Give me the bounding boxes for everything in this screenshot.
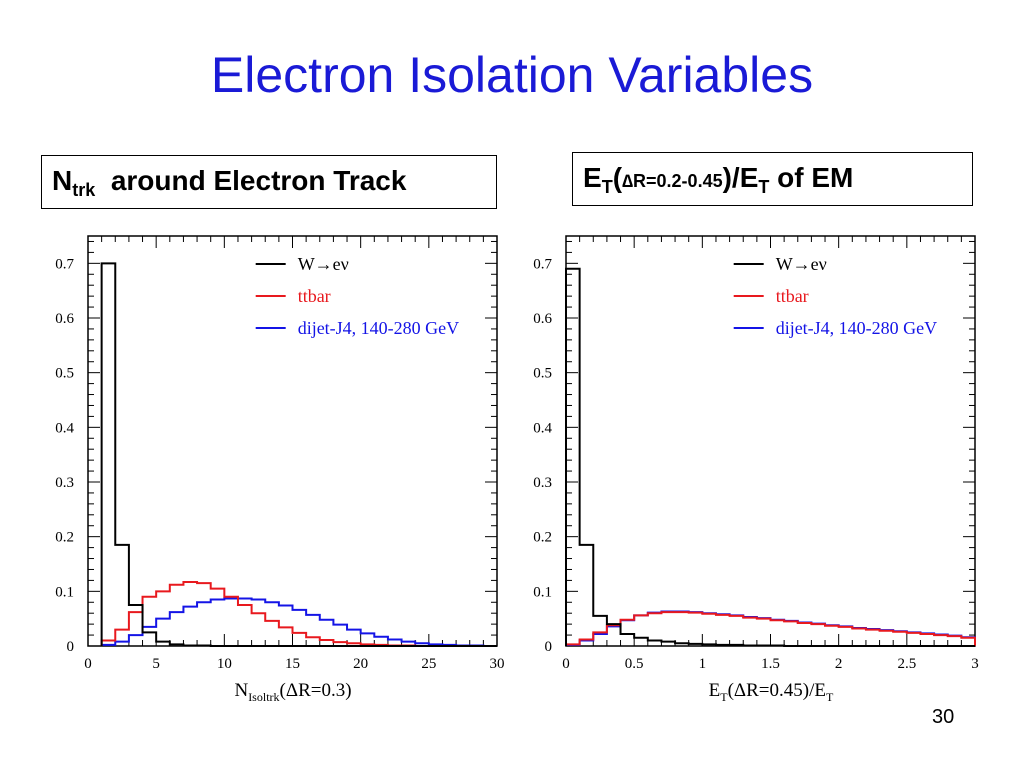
y-tick-label: 0.7: [533, 256, 552, 272]
et-label-2: (: [612, 162, 623, 193]
legend-entry: W→eν: [776, 254, 827, 274]
ntrk-label-rest: around Electron Track: [110, 165, 407, 196]
y-tick-label: 0.2: [55, 530, 74, 546]
series-line: [100, 581, 497, 647]
et-subscript-1: T: [601, 177, 613, 197]
plot-frame: [87, 235, 498, 647]
et-label-4: )/E: [722, 162, 759, 193]
plot-frame: [565, 235, 976, 647]
series-line: [100, 262, 497, 647]
et-label-dr: ∆R=0.2-0.45: [622, 171, 723, 191]
y-tick-label: 0.3: [55, 475, 74, 491]
legend-entry: dijet-J4, 140-280 GeV: [776, 318, 937, 338]
series-line: [565, 611, 976, 646]
x-tick-label: 30: [490, 656, 505, 672]
x-tick-label: 0: [84, 656, 92, 672]
y-tick-label: 0.6: [533, 311, 552, 327]
series-line: [100, 597, 497, 647]
legend-entry: ttbar: [776, 286, 809, 306]
ntrk-subscript: trk: [72, 180, 96, 200]
x-tick-label: 3: [971, 656, 979, 672]
x-tick-label: 0.5: [625, 656, 644, 672]
x-tick-label: 5: [152, 656, 160, 672]
left-plot-label-box: Ntrk around Electron Track: [41, 155, 497, 209]
y-tick-label: 0: [67, 639, 75, 655]
y-tick-label: 0.4: [55, 420, 74, 436]
y-tick-label: 0.1: [533, 584, 552, 600]
y-tick-label: 0.3: [533, 475, 552, 491]
x-tick-label: 25: [421, 656, 436, 672]
x-tick-label: 2.5: [897, 656, 916, 672]
x-tick-label: 0: [562, 656, 570, 672]
page-number: 30: [932, 706, 955, 728]
y-tick-label: 0.5: [533, 366, 552, 382]
x-tick-label: 10: [217, 656, 232, 672]
et-label-1: E: [583, 162, 602, 193]
x-tick-label: 1: [699, 656, 707, 672]
et-ratio-histogram: 0 0.5 1 1.5 2 2.5 3 0 0.1 0.2 0.3 0.4 0.5 0.6 0.7 W→eν t…: [533, 235, 979, 704]
ntrk-label: N: [52, 165, 73, 196]
et-label-5: of EM: [769, 162, 854, 193]
x-axis-label: ET(ΔR=0.45)/ET: [709, 680, 834, 704]
legend-entry: ttbar: [298, 286, 331, 306]
right-plot-label-box: ET(∆R=0.2-0.45)/ET of EM: [572, 152, 973, 206]
y-tick-label: 0.1: [55, 584, 74, 600]
et-subscript-2: T: [758, 177, 770, 197]
legend-entry: dijet-J4, 140-280 GeV: [298, 318, 459, 338]
y-tick-label: 0.6: [55, 311, 74, 327]
x-tick-label: 1.5: [761, 656, 780, 672]
legend-entry: W→eν: [298, 254, 349, 274]
y-tick-label: 0: [545, 639, 553, 655]
slide-title: Electron Isolation Variables: [210, 47, 814, 103]
y-tick-label: 0.5: [55, 366, 74, 382]
x-axis-label: NIsoltrk(ΔR=0.3): [234, 680, 351, 704]
x-tick-label: 2: [835, 656, 843, 672]
y-tick-label: 0.4: [533, 420, 552, 436]
ntrk-histogram: 0 5 10 15 20 25 30 0 0.1 0.2 0.3 0.4 0.5 0.6 0.7 W→eν tt…: [55, 235, 505, 704]
y-tick-label: 0.2: [533, 530, 552, 546]
x-tick-label: 20: [353, 656, 368, 672]
x-tick-label: 15: [285, 656, 300, 672]
y-tick-label: 0.7: [55, 256, 74, 272]
series-line: [565, 267, 975, 647]
